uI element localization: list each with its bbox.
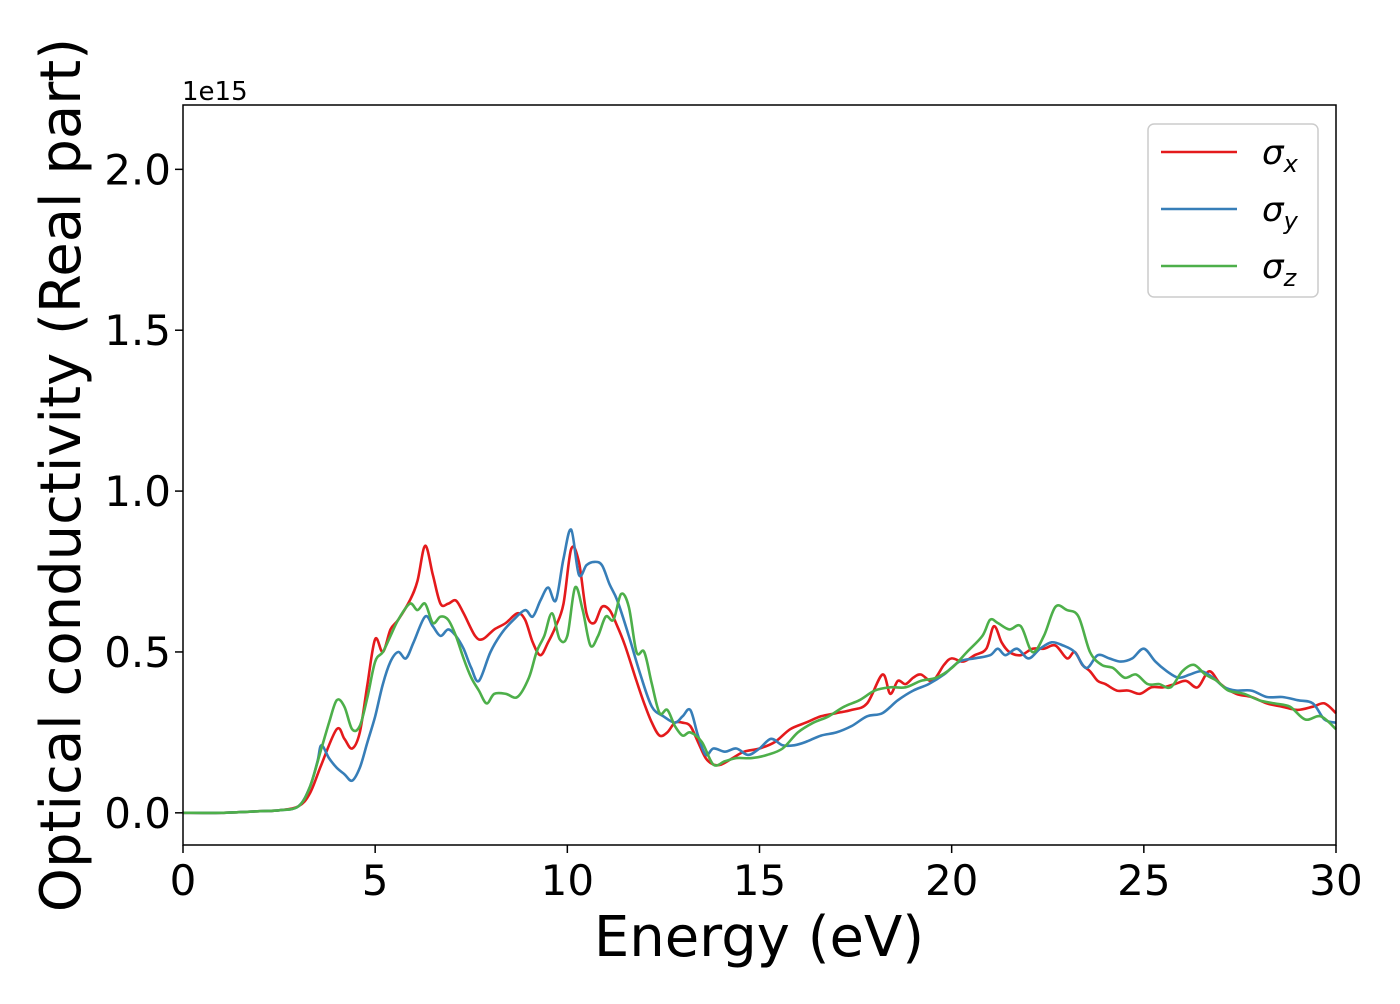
x-tick-label: 10 xyxy=(541,856,594,905)
series-line-y xyxy=(182,528,1337,815)
legend: σx σy σz xyxy=(1147,123,1319,298)
plot-frame xyxy=(182,104,1337,846)
series-layer xyxy=(182,528,1337,815)
x-tick-label: 30 xyxy=(1309,856,1362,905)
legend-label-x: σx xyxy=(1262,133,1299,178)
legend-label-z: σz xyxy=(1262,247,1298,292)
y-tick-label: 1.0 xyxy=(104,467,171,516)
y-tick-label: 1.5 xyxy=(104,306,171,355)
series-line-z xyxy=(182,585,1337,815)
plot-area-border xyxy=(182,104,1337,846)
x-tick-label: 20 xyxy=(925,856,978,905)
y-tick-label: 0.5 xyxy=(104,628,171,677)
x-tick-label: 5 xyxy=(362,856,389,905)
series-line-x xyxy=(182,544,1337,815)
axes: 0 5 10 15 20 25 30 0.0 0.5 1.0 1.5 2.0 xyxy=(104,145,1363,905)
x-tick-label: 15 xyxy=(733,856,786,905)
legend-label-y: σy xyxy=(1262,190,1299,235)
y-tick-label: 2.0 xyxy=(104,145,171,194)
y-axis-label: Optical conductivity (Real part) xyxy=(29,38,94,912)
x-tick-label: 0 xyxy=(170,856,197,905)
x-axis-label: Energy (eV) xyxy=(594,905,924,970)
y-offset-label: 1e15 xyxy=(182,77,248,107)
y-tick-label: 0.0 xyxy=(104,789,171,838)
legend-box xyxy=(1147,123,1319,298)
x-tick-label: 25 xyxy=(1117,856,1170,905)
